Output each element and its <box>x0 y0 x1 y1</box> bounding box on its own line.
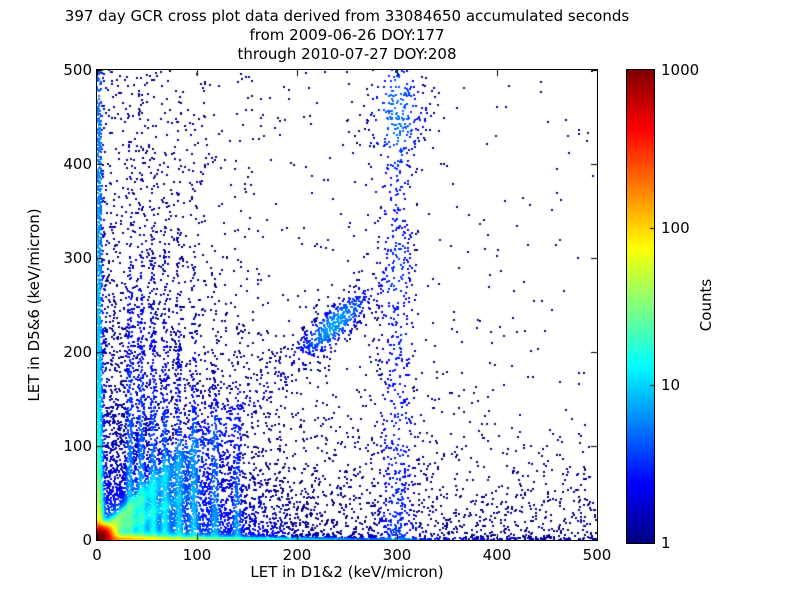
plot-title: 397 day GCR cross plot data derived from… <box>65 7 629 64</box>
title-line-3: through 2010-07-27 DOY:208 <box>237 45 457 63</box>
y-tick-label: 300 <box>63 249 92 267</box>
colorbar <box>626 69 655 544</box>
y-tick-label: 200 <box>63 343 92 361</box>
colorbar-tick-label: 1 <box>661 534 671 552</box>
x-tick-label: 300 <box>382 546 412 564</box>
colorbar-tick-label: 100 <box>661 218 690 237</box>
title-line-2: from 2009-06-26 DOY:177 <box>249 26 445 44</box>
colorbar-tick-label: 10 <box>661 376 681 395</box>
y-tick-label: 500 <box>63 61 92 79</box>
plot-area <box>96 69 598 541</box>
x-axis-label: LET in D1&2 (keV/micron) <box>250 563 444 581</box>
y-tick-label: 100 <box>63 437 92 455</box>
x-tick-label: 100 <box>182 546 212 564</box>
colorbar-tick-label: 1000 <box>661 61 700 79</box>
x-tick-label: 500 <box>582 546 612 564</box>
x-tick-label: 200 <box>282 546 312 564</box>
x-tick-label: 0 <box>92 546 102 564</box>
y-tick-label: 400 <box>63 155 92 173</box>
x-tick-label: 400 <box>482 546 512 564</box>
title-line-1: 397 day GCR cross plot data derived from… <box>64 7 630 25</box>
colorbar-canvas <box>627 70 654 543</box>
scatter-canvas <box>97 70 597 540</box>
y-tick-label: 0 <box>82 531 92 549</box>
colorbar-label: Counts <box>697 278 715 332</box>
y-axis-label: LET in D5&6 (keV/micron) <box>25 208 43 402</box>
